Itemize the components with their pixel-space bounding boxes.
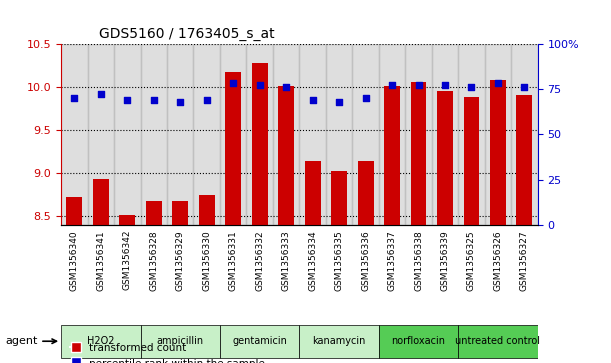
Bar xyxy=(220,44,246,225)
Bar xyxy=(326,44,353,225)
Point xyxy=(281,84,291,90)
Point xyxy=(202,97,211,103)
Bar xyxy=(141,44,167,225)
Point xyxy=(96,91,106,97)
Point xyxy=(519,84,529,90)
Bar xyxy=(331,171,347,363)
Bar xyxy=(464,97,480,363)
Text: norfloxacin: norfloxacin xyxy=(392,336,445,346)
Bar xyxy=(405,44,432,225)
Text: kanamycin: kanamycin xyxy=(312,336,366,346)
FancyBboxPatch shape xyxy=(458,325,538,358)
Point xyxy=(467,84,477,90)
Bar xyxy=(516,95,532,363)
Bar xyxy=(278,86,294,363)
Bar xyxy=(194,44,220,225)
Bar xyxy=(273,44,299,225)
Bar xyxy=(299,44,326,225)
Point xyxy=(493,81,503,86)
Bar xyxy=(172,201,188,363)
Bar xyxy=(119,215,135,363)
FancyBboxPatch shape xyxy=(379,325,458,358)
Point xyxy=(122,97,132,103)
Bar xyxy=(61,44,87,225)
Point xyxy=(255,82,265,88)
Bar xyxy=(146,201,162,363)
Bar xyxy=(167,44,194,225)
Bar xyxy=(379,44,405,225)
Bar xyxy=(114,44,141,225)
Bar xyxy=(379,44,405,225)
Bar xyxy=(225,72,241,363)
Bar xyxy=(458,44,485,225)
Bar xyxy=(411,82,426,363)
Bar xyxy=(114,44,141,225)
Text: untreated control: untreated control xyxy=(455,336,541,346)
Bar xyxy=(357,161,373,363)
Legend: transformed count, percentile rank within the sample: transformed count, percentile rank withi… xyxy=(67,339,269,363)
Bar xyxy=(432,44,458,225)
Bar xyxy=(141,44,167,225)
Bar xyxy=(353,44,379,225)
Point xyxy=(229,81,238,86)
Bar xyxy=(432,44,458,225)
Bar xyxy=(273,44,299,225)
Bar xyxy=(246,44,273,225)
Bar xyxy=(353,44,379,225)
Text: ampicillin: ampicillin xyxy=(156,336,204,346)
Bar xyxy=(458,44,485,225)
Bar xyxy=(299,44,326,225)
Point xyxy=(360,95,370,101)
Text: gentamicin: gentamicin xyxy=(232,336,287,346)
Bar xyxy=(384,86,400,363)
Point xyxy=(149,97,159,103)
Bar xyxy=(87,44,114,225)
Bar xyxy=(61,44,87,225)
Bar xyxy=(437,91,453,363)
FancyBboxPatch shape xyxy=(61,325,141,358)
Bar xyxy=(252,62,268,363)
Bar xyxy=(87,44,114,225)
FancyBboxPatch shape xyxy=(299,325,379,358)
FancyBboxPatch shape xyxy=(141,325,220,358)
Bar xyxy=(405,44,432,225)
Point xyxy=(414,82,423,88)
Bar xyxy=(93,179,109,363)
FancyBboxPatch shape xyxy=(220,325,299,358)
Point xyxy=(334,99,344,105)
Bar xyxy=(490,80,506,363)
Bar xyxy=(326,44,353,225)
Bar xyxy=(194,44,220,225)
Point xyxy=(70,95,79,101)
Text: H2O2: H2O2 xyxy=(87,336,115,346)
Point xyxy=(440,82,450,88)
Bar xyxy=(305,161,321,363)
Bar xyxy=(67,197,82,363)
Point xyxy=(175,99,185,105)
Bar xyxy=(220,44,246,225)
Point xyxy=(308,97,318,103)
Point xyxy=(387,82,397,88)
Text: GDS5160 / 1763405_s_at: GDS5160 / 1763405_s_at xyxy=(99,27,275,41)
Bar xyxy=(511,44,538,225)
Bar xyxy=(511,44,538,225)
Bar xyxy=(199,195,214,363)
Bar xyxy=(485,44,511,225)
Bar xyxy=(246,44,273,225)
Text: agent: agent xyxy=(5,336,56,346)
Bar xyxy=(485,44,511,225)
Bar xyxy=(167,44,194,225)
